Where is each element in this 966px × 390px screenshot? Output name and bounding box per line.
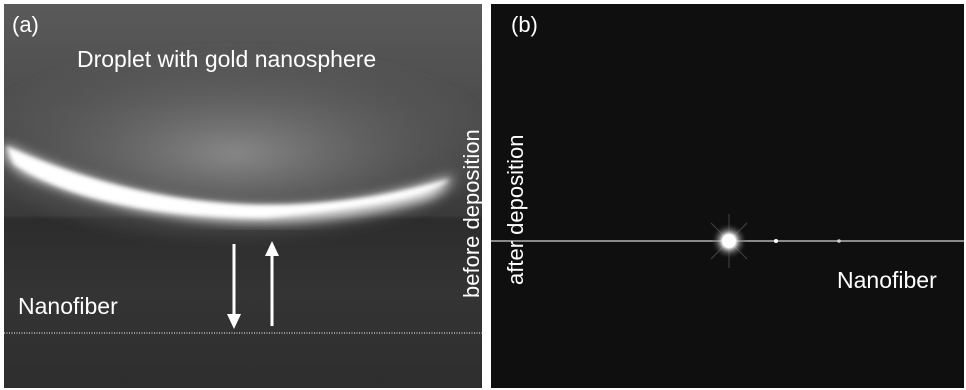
panel-a-letter: (a) — [12, 12, 39, 37]
down-arrow-icon — [227, 244, 241, 329]
panel-b-photo: (b) Nanofiber — [491, 4, 964, 388]
droplet-label: Droplet with gold nanosphere — [77, 46, 377, 72]
scatter-image — [491, 214, 964, 268]
nanofiber-label-a: Nanofiber — [18, 293, 118, 319]
nanofiber-label-b: Nanofiber — [837, 267, 937, 293]
panel-a-photo: (a) Droplet with gold nanosphere Nanofib… — [4, 4, 482, 388]
panel-b-letter: (b) — [511, 12, 538, 37]
before-deposition-label: before deposition — [459, 129, 484, 298]
up-arrow-icon — [265, 241, 279, 326]
after-deposition-label: after deposition — [503, 134, 528, 285]
droplet-image — [4, 49, 482, 334]
